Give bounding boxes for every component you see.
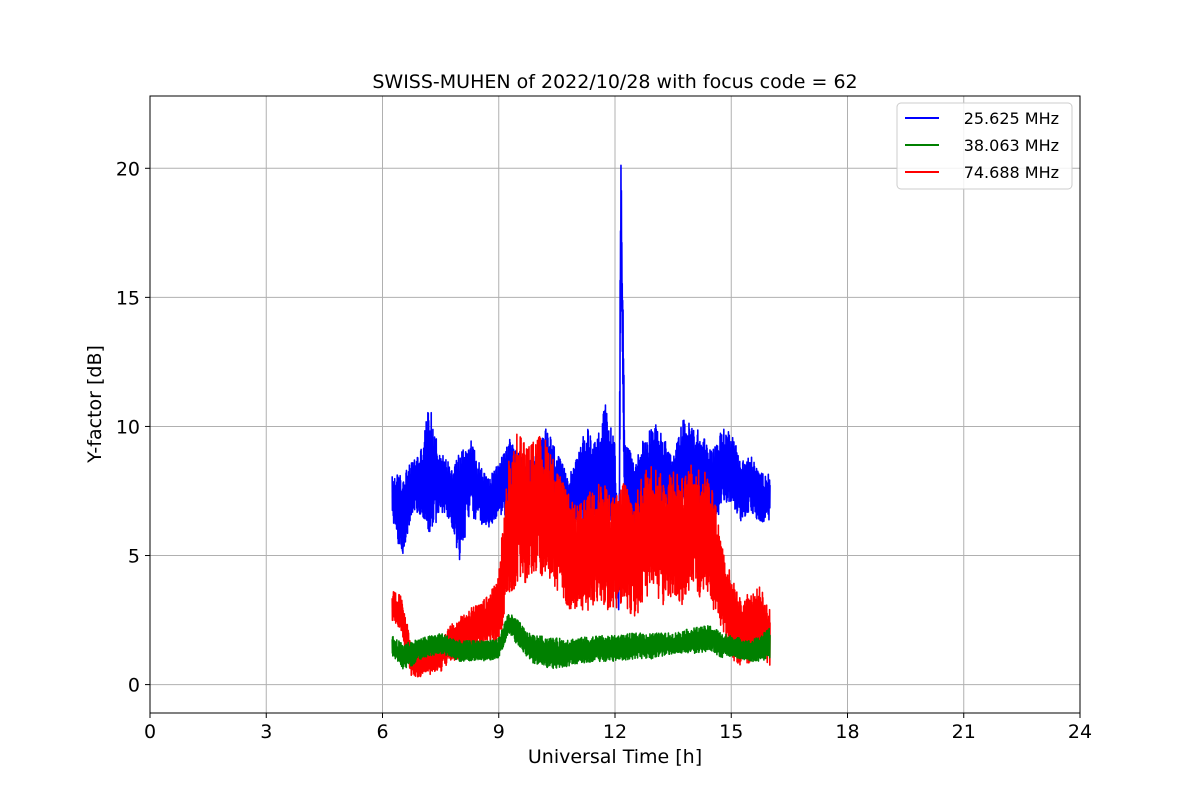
series-line	[391, 164, 771, 611]
x-tick-label: 15	[719, 721, 743, 743]
x-tick-label: 3	[260, 721, 272, 743]
legend: 25.625 MHz 38.063 MHz 74.688 MHz	[896, 102, 1073, 190]
series-line	[391, 613, 771, 670]
x-tick-label: 18	[835, 721, 859, 743]
x-axis: 0 3 6 9 12 15 18 21 24	[144, 713, 1092, 743]
legend-label-2: 38.063 MHz	[964, 136, 1059, 155]
y-tick-label: 15	[116, 287, 140, 309]
chart-title: SWISS-MUHEN of 2022/10/28 with focus cod…	[372, 71, 857, 93]
legend-box	[896, 102, 1073, 190]
legend-label-3: 74.688 MHz	[964, 163, 1059, 182]
y-tick-label: 20	[116, 158, 140, 180]
y-tick-label: 5	[128, 546, 140, 568]
series-line	[391, 433, 771, 678]
y-tick-label: 10	[116, 416, 140, 438]
series-layer	[391, 164, 771, 678]
y-axis-label: Y-factor [dB]	[84, 345, 106, 464]
x-tick-label: 12	[603, 721, 627, 743]
y-tick-label: 0	[128, 675, 140, 697]
y-axis: 0 5 10 15 20	[116, 158, 150, 697]
x-axis-label: Universal Time [h]	[528, 746, 702, 768]
legend-label-1: 25.625 MHz	[964, 109, 1059, 128]
x-tick-label: 6	[376, 721, 388, 743]
x-tick-label: 21	[952, 721, 976, 743]
x-tick-label: 0	[144, 721, 156, 743]
x-tick-label: 9	[493, 721, 505, 743]
x-tick-label: 24	[1068, 721, 1092, 743]
